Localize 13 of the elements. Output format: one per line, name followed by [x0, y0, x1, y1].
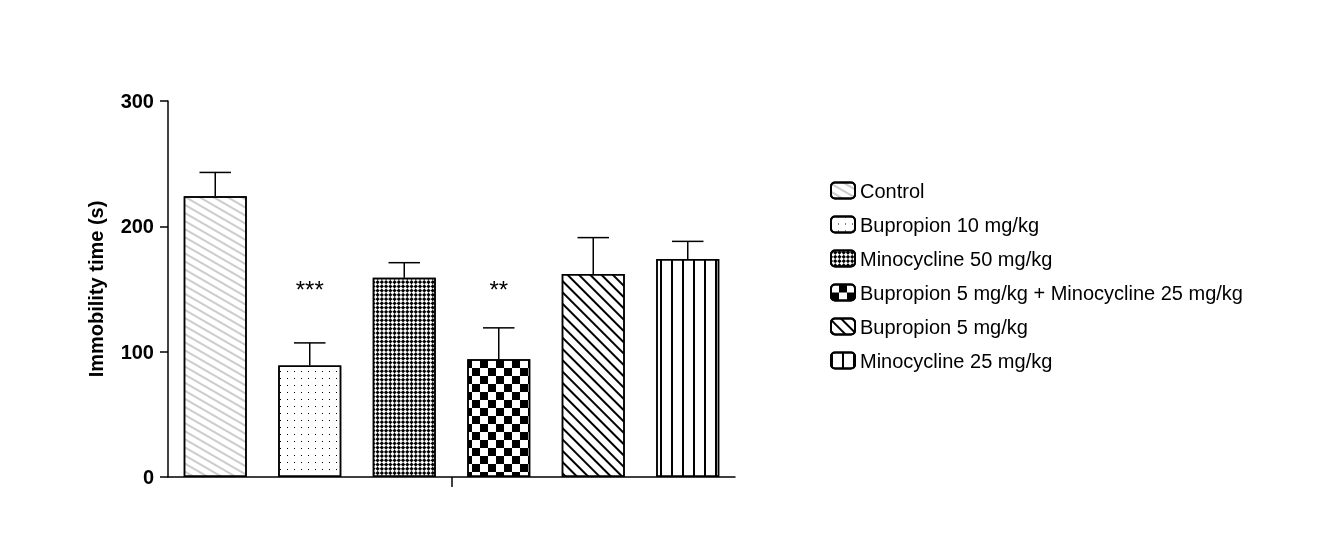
legend-label: Minocycline 25 mg/kg [860, 349, 1053, 372]
legend-label: Minocycline 50 mg/kg [860, 247, 1053, 270]
legend-label: Control [860, 179, 925, 202]
y-tick-label: 300 [120, 90, 154, 112]
y-axis-title: Immobility time (s) [85, 200, 107, 378]
legend-label: Bupropion 5 mg/kg [860, 315, 1028, 338]
annotation: ** [489, 275, 509, 303]
legend-label: Bupropion 10 mg/kg [860, 213, 1040, 236]
y-tick-label: 100 [120, 340, 154, 363]
annotation: *** [295, 275, 324, 303]
y-tick-label: 0 [142, 466, 154, 488]
legend-label: Bupropion 5 mg/kg + Minocycline 25 mg/kg [860, 281, 1243, 304]
y-tick-label: 200 [120, 215, 154, 238]
